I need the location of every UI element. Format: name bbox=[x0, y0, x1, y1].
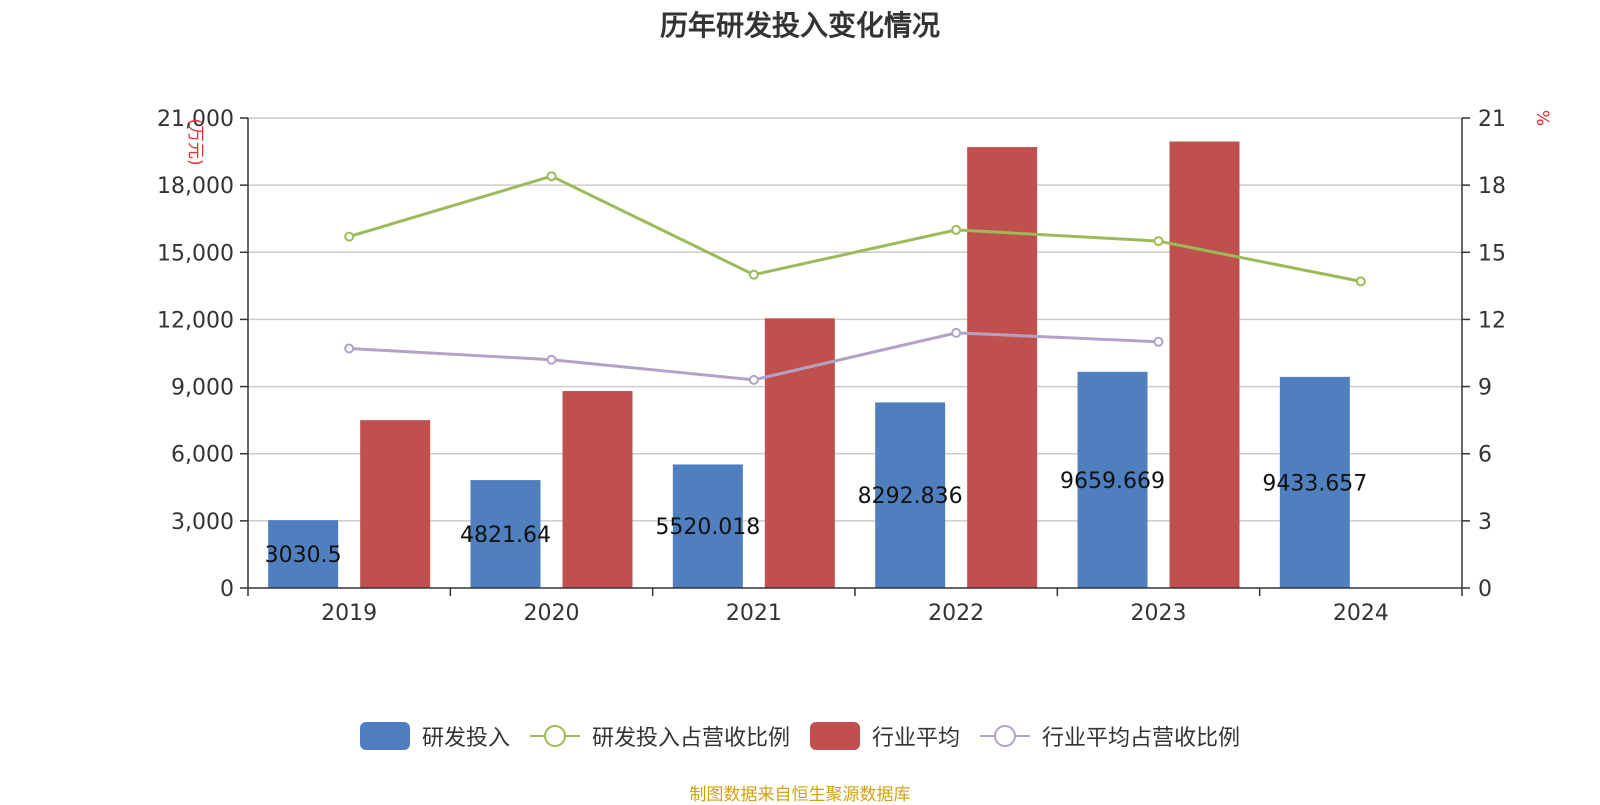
bar-data-label: 9433.657 bbox=[1262, 471, 1367, 496]
bar bbox=[268, 520, 339, 588]
bar-data-label: 4821.64 bbox=[460, 523, 551, 548]
legend-swatch-rd-ratio bbox=[529, 722, 580, 750]
line-point bbox=[344, 343, 355, 354]
legend-label-industry: 行业平均 bbox=[872, 726, 961, 751]
bar-data-label: 5520.018 bbox=[655, 515, 760, 540]
y-right-unit-label: % bbox=[1532, 110, 1552, 126]
legend-item-industry[interactable]: 行业平均 bbox=[810, 720, 960, 752]
bar bbox=[875, 402, 946, 588]
legend-item-rd[interactable]: 研发投入 bbox=[359, 720, 510, 752]
line-point bbox=[1355, 276, 1366, 287]
y-right-tick-label: 0 bbox=[1478, 577, 1492, 602]
axes: 0 0 3,000 3 6,000 6 9,000 9 12,000 12 15,000 15 18,0… bbox=[157, 107, 1552, 626]
line-point bbox=[1153, 336, 1164, 347]
bars bbox=[268, 141, 1350, 588]
bar bbox=[672, 464, 743, 588]
bar-data-labels: 3030.5 4821.64 5520.018 8292.836 9659.669 943… bbox=[265, 469, 1368, 568]
grid-lines bbox=[248, 117, 1462, 522]
legend-label-rd-ratio: 研发投入占营收比例 bbox=[591, 726, 790, 751]
y-right-tick-label: 3 bbox=[1478, 510, 1492, 535]
line-point bbox=[951, 327, 962, 338]
bar bbox=[360, 420, 431, 588]
bar-data-label: 9659.669 bbox=[1060, 469, 1165, 494]
data-source-note: 制图数据来自恒生聚源数据库 bbox=[689, 785, 911, 805]
bar bbox=[1279, 376, 1350, 588]
line-point bbox=[344, 231, 355, 242]
bar bbox=[1077, 371, 1148, 588]
x-tick-label: 2023 bbox=[1131, 601, 1187, 626]
chart-title: 历年研发投入变化情况 bbox=[659, 9, 940, 42]
x-tick-label: 2019 bbox=[321, 601, 377, 626]
legend-swatch-industry bbox=[810, 722, 860, 750]
y-left-tick-label: 21,000 bbox=[157, 107, 234, 132]
legend-label-rd: 研发投入 bbox=[421, 726, 510, 751]
y-left-tick-label: 3,000 bbox=[171, 510, 234, 535]
legend: 研发投入 研发投入占营收比例 行业平均 行业平均占营收比例 bbox=[0, 720, 1600, 752]
bar-data-label: 8292.836 bbox=[858, 484, 963, 509]
x-tick-label: 2020 bbox=[524, 601, 580, 626]
x-tick-label: 2024 bbox=[1333, 601, 1389, 626]
line-point bbox=[951, 224, 962, 235]
legend-item-rd-ratio[interactable]: 研发投入占营收比例 bbox=[529, 720, 790, 752]
bar bbox=[470, 480, 541, 588]
bar bbox=[764, 318, 835, 588]
legend-swatch-rd bbox=[359, 722, 410, 750]
y-right-tick-label: 21 bbox=[1478, 107, 1506, 132]
bar bbox=[562, 391, 633, 588]
x-tick-label: 2021 bbox=[726, 601, 782, 626]
legend-swatch-industry-ratio bbox=[980, 722, 1031, 750]
y-left-tick-label: 9,000 bbox=[171, 376, 234, 401]
y-left-tick-label: 18,000 bbox=[157, 174, 234, 199]
line-point bbox=[748, 374, 759, 385]
y-left-tick-label: 12,000 bbox=[157, 308, 234, 333]
bar-data-label: 3030.5 bbox=[265, 543, 342, 568]
y-right-tick-label: 12 bbox=[1478, 308, 1506, 333]
bar bbox=[1169, 141, 1240, 588]
legend-item-industry-ratio[interactable]: 行业平均占营收比例 bbox=[980, 720, 1240, 752]
y-left-tick-label: 15,000 bbox=[157, 241, 234, 266]
line-point bbox=[1153, 236, 1164, 247]
x-tick-label: 2022 bbox=[928, 601, 984, 626]
legend-label-industry-ratio: 行业平均占营收比例 bbox=[1042, 726, 1241, 751]
line-point bbox=[546, 171, 557, 182]
y-left-tick-label: 0 bbox=[220, 577, 234, 602]
y-right-tick-label: 9 bbox=[1478, 376, 1492, 401]
bar bbox=[967, 147, 1038, 588]
y-right-tick-label: 6 bbox=[1478, 443, 1492, 468]
y-left-unit-label: (万元) bbox=[185, 118, 205, 165]
line-series bbox=[344, 171, 1366, 385]
line-point bbox=[546, 354, 557, 365]
y-right-tick-label: 15 bbox=[1478, 241, 1506, 266]
y-left-tick-label: 6,000 bbox=[171, 443, 234, 468]
series-line bbox=[348, 174, 1362, 283]
line-point bbox=[748, 269, 759, 280]
y-right-tick-label: 18 bbox=[1478, 174, 1506, 199]
